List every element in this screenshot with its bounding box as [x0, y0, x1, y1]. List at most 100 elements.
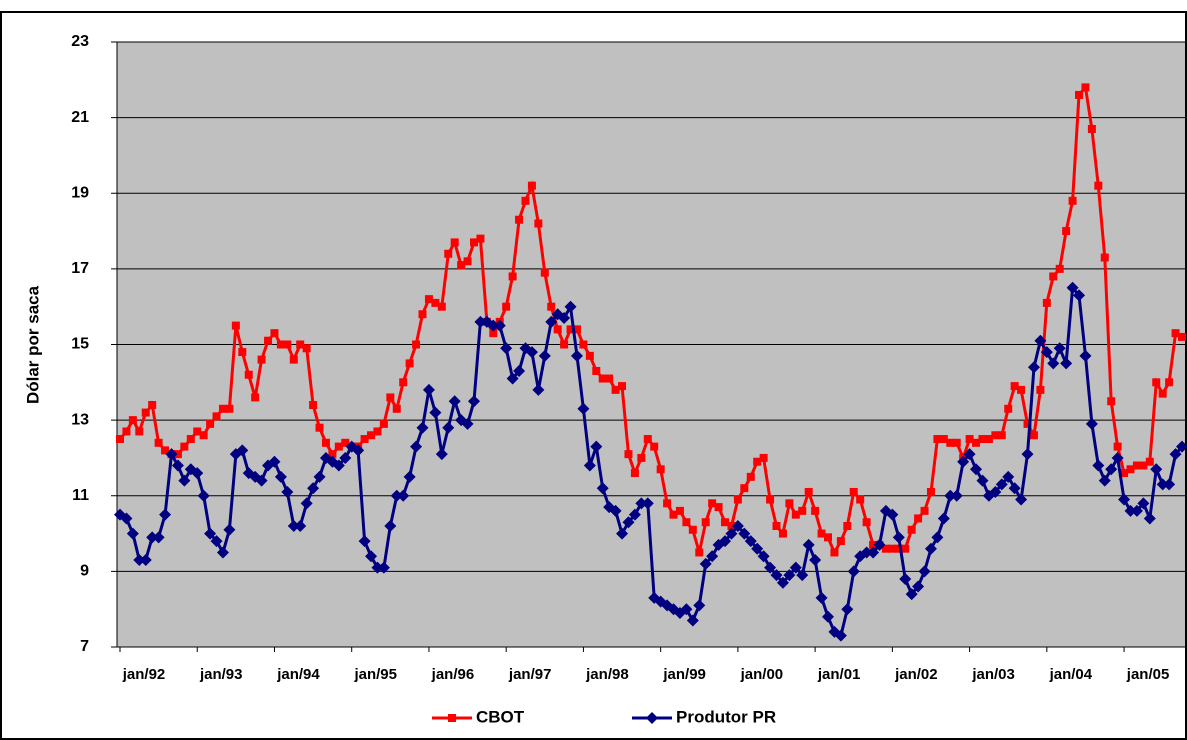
- point: [1047, 357, 1060, 370]
- point: [339, 451, 352, 464]
- point: [772, 522, 781, 530]
- point: [422, 383, 435, 396]
- point: [1105, 463, 1118, 476]
- point: [1066, 281, 1079, 294]
- y-tick-label: 17: [71, 260, 89, 277]
- point: [905, 588, 918, 601]
- y-tick-label: 19: [71, 184, 89, 201]
- point: [1124, 504, 1137, 517]
- point: [212, 412, 221, 421]
- point: [1029, 431, 1038, 440]
- point: [757, 550, 770, 563]
- point: [502, 302, 511, 311]
- point: [616, 527, 629, 540]
- point: [525, 346, 538, 359]
- point: [1152, 378, 1161, 387]
- point: [937, 512, 950, 525]
- point: [296, 340, 305, 349]
- point: [770, 569, 783, 582]
- point: [566, 325, 575, 334]
- point: [605, 374, 614, 383]
- point: [583, 459, 596, 472]
- point: [635, 497, 648, 510]
- point: [416, 421, 429, 434]
- point: [371, 561, 384, 574]
- point: [630, 469, 639, 478]
- point: [1132, 461, 1141, 470]
- point: [180, 442, 189, 451]
- point: [410, 440, 423, 453]
- x-tick-label: jan/96: [431, 666, 475, 683]
- point: [798, 506, 807, 515]
- point: [888, 544, 897, 553]
- point: [802, 538, 815, 551]
- point: [899, 572, 912, 585]
- point: [721, 518, 730, 527]
- point: [952, 438, 961, 447]
- point: [901, 544, 910, 553]
- point: [429, 406, 442, 419]
- point: [135, 427, 144, 436]
- point: [914, 514, 923, 523]
- point: [989, 485, 1002, 498]
- point: [867, 546, 880, 559]
- point: [918, 565, 931, 578]
- point: [1113, 442, 1122, 451]
- point: [418, 310, 427, 319]
- point: [931, 531, 944, 544]
- point: [776, 576, 789, 589]
- point: [815, 591, 828, 604]
- point: [912, 580, 925, 593]
- point: [699, 557, 712, 570]
- point: [847, 565, 860, 578]
- point: [315, 423, 324, 432]
- point: [849, 487, 858, 496]
- point: [1150, 463, 1163, 476]
- point: [856, 495, 865, 504]
- point: [442, 421, 455, 434]
- point: [862, 518, 871, 527]
- point: [675, 506, 684, 515]
- point: [1008, 482, 1021, 495]
- point: [834, 629, 847, 642]
- point: [251, 393, 260, 402]
- point: [789, 561, 802, 574]
- point: [978, 435, 987, 444]
- point: [210, 535, 223, 548]
- x-tick-label: jan/99: [662, 666, 706, 683]
- point: [783, 569, 796, 582]
- point: [148, 401, 157, 409]
- point: [457, 261, 466, 270]
- point: [1130, 504, 1143, 517]
- point: [592, 366, 601, 375]
- point: [817, 529, 826, 538]
- point: [532, 383, 545, 396]
- point: [553, 325, 562, 334]
- point: [513, 364, 526, 377]
- point: [822, 610, 834, 623]
- y-tick-label: 15: [71, 336, 89, 353]
- point: [159, 508, 172, 521]
- point: [270, 329, 279, 338]
- point: [264, 336, 273, 345]
- point: [706, 550, 719, 563]
- x-tick-label: jan/05: [1126, 666, 1170, 683]
- point: [244, 370, 253, 379]
- point: [869, 540, 878, 549]
- point: [191, 467, 204, 480]
- point: [1004, 404, 1013, 413]
- point: [547, 302, 556, 311]
- x-tick-label: jan/94: [276, 666, 320, 683]
- point: [1081, 83, 1090, 92]
- point: [995, 478, 1008, 491]
- point: [984, 435, 993, 444]
- point: [238, 348, 247, 357]
- y-axis-title: Dólar por saca: [23, 285, 42, 404]
- point: [139, 554, 152, 567]
- point: [276, 340, 285, 349]
- point: [1036, 385, 1045, 394]
- legend-label: CBOT: [476, 707, 525, 726]
- point: [1176, 440, 1187, 453]
- point: [611, 385, 620, 394]
- point: [193, 427, 202, 436]
